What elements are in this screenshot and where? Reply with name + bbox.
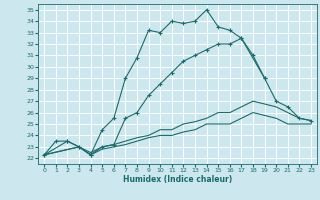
X-axis label: Humidex (Indice chaleur): Humidex (Indice chaleur) (123, 175, 232, 184)
